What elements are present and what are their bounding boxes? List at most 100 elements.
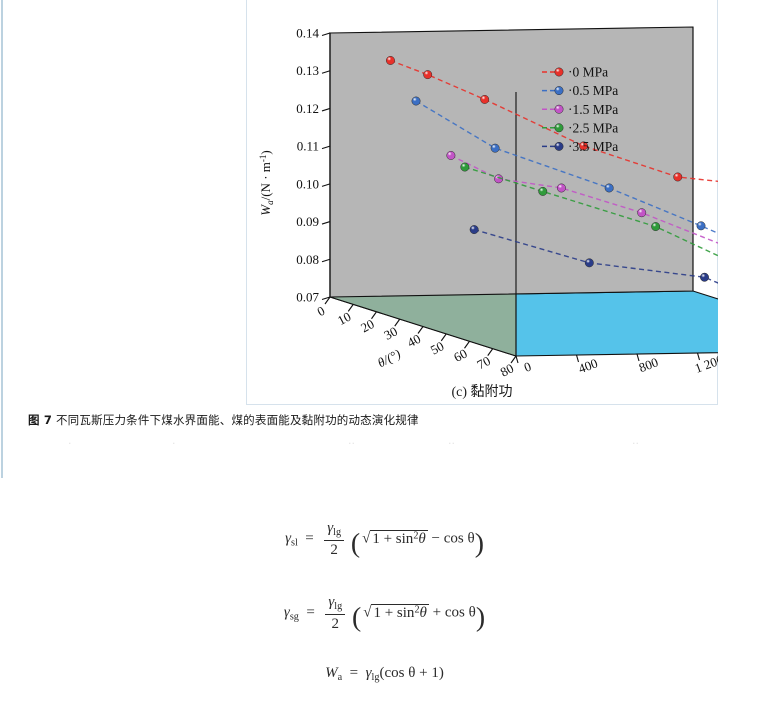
z-tick bbox=[321, 70, 331, 74]
formula-2-radicand-var: θ bbox=[419, 604, 427, 621]
data-point bbox=[460, 162, 470, 172]
formula-2-radical: √ 1 + sin2θ bbox=[363, 603, 429, 621]
data-point bbox=[494, 174, 504, 184]
ghost-mark-4: ·· bbox=[448, 437, 455, 450]
formula-work-adhesion: Wa = γlg(cos θ + 1) bbox=[0, 665, 769, 683]
data-point bbox=[673, 172, 683, 182]
formula-1-lhs-symbol: γ bbox=[285, 530, 291, 547]
x-tick-label: 60 bbox=[451, 346, 470, 365]
z-tick bbox=[321, 221, 331, 225]
formula-3-equals: = bbox=[345, 665, 362, 681]
series-line bbox=[415, 100, 718, 235]
data-point bbox=[604, 183, 614, 193]
z-tick-label: 0.13 bbox=[296, 63, 319, 78]
z-tick bbox=[321, 258, 331, 263]
z-tick bbox=[321, 32, 331, 37]
legend-marker bbox=[554, 104, 564, 114]
formula-1-paren-open: ( bbox=[350, 527, 361, 559]
formula-2-lhs-sub: sg bbox=[289, 611, 299, 623]
z-axis-title: Wa/(N · m-1) bbox=[258, 150, 275, 215]
x-tick bbox=[371, 311, 377, 320]
y-tick bbox=[515, 355, 519, 364]
formula-2-paren-open: ( bbox=[351, 601, 362, 633]
data-point bbox=[423, 70, 433, 80]
formula-2-lhs-symbol: γ bbox=[283, 604, 290, 621]
z-tick bbox=[321, 107, 331, 112]
formula-1-lhs-sub: sl bbox=[290, 537, 298, 549]
ghost-mark-1: · bbox=[68, 437, 72, 450]
y-tick bbox=[636, 353, 640, 362]
x-tick bbox=[324, 296, 331, 305]
ghost-mark-3: ·· bbox=[348, 437, 355, 450]
data-point bbox=[469, 225, 479, 235]
z-tick bbox=[321, 183, 331, 187]
ghost-mark-2: · bbox=[172, 437, 176, 450]
chart-legend: ·0 MPa ·0.5 MPa ·1.5 MPa ·2.5 MPa ·3.5 MPa bbox=[542, 65, 618, 154]
panel-c-caption: (c) 黏附功 bbox=[451, 385, 513, 400]
formula-3-lhs-symbol: W bbox=[325, 665, 338, 681]
formula-2-radicand: 1 + sin bbox=[373, 604, 415, 621]
z-tick-label: 0.07 bbox=[296, 290, 319, 305]
x-tick-label: 10 bbox=[335, 309, 354, 328]
legend-marker bbox=[554, 67, 564, 77]
series-3_5_MPa bbox=[469, 225, 718, 284]
formula-2-equals: = bbox=[302, 604, 319, 621]
chart-right-wall bbox=[329, 26, 694, 298]
x-tick bbox=[394, 318, 401, 327]
formula-2-num-sub: lg bbox=[334, 600, 343, 612]
formula-1-num-sub: lg bbox=[333, 526, 342, 538]
data-point bbox=[637, 208, 647, 218]
formula-2-paren-close: ) bbox=[475, 601, 486, 633]
x-tick-label: 20 bbox=[358, 316, 377, 335]
y-tick-label: 400 bbox=[576, 355, 599, 376]
formula-gamma-sl: γsl = γlg 2 (√ 1 + sin2θ − cos θ) bbox=[0, 519, 769, 559]
x-tick bbox=[440, 333, 447, 342]
x-tick-label: 30 bbox=[381, 323, 400, 342]
legend-marker bbox=[554, 141, 564, 151]
x-tick-label: 40 bbox=[405, 331, 424, 350]
data-point bbox=[446, 151, 456, 160]
data-point bbox=[480, 94, 490, 104]
x-tick-label: 70 bbox=[474, 353, 493, 372]
figure-number: 图 7 bbox=[28, 413, 53, 427]
formula-2-trailing: cos θ bbox=[444, 604, 476, 621]
series-1_5_MPa bbox=[446, 151, 718, 244]
data-point bbox=[579, 141, 588, 151]
formula-1-num-symbol: γ bbox=[327, 520, 334, 536]
adhesion-work-3d-chart: 0.07 0.08 0.09 0.10 0.11 0.12 0.13 0.14 0 10 20 30 4… bbox=[246, 8, 718, 380]
formula-2-denominator: 2 bbox=[331, 615, 340, 632]
data-point bbox=[651, 222, 661, 232]
formula-1-trailing: cos θ bbox=[443, 530, 475, 547]
series-0_5_MPa bbox=[411, 96, 718, 235]
data-point bbox=[700, 272, 709, 282]
data-point bbox=[556, 183, 566, 193]
x-tick bbox=[487, 348, 494, 356]
svg-text:Wa/(N · m-1): Wa/(N · m-1) bbox=[258, 150, 275, 215]
x-tick bbox=[464, 340, 470, 349]
data-point bbox=[538, 186, 548, 196]
legend-marker bbox=[554, 123, 564, 133]
z-tick bbox=[321, 145, 331, 150]
y-tick-label: 800 bbox=[637, 354, 660, 375]
z-tick-label: 0.09 bbox=[296, 214, 319, 229]
svg-text:θ/(°): θ/(°) bbox=[375, 346, 403, 370]
formula-2-fraction: γlg 2 bbox=[325, 593, 346, 633]
legend-label: ·0 MPa bbox=[568, 65, 608, 80]
z-tick-label: 0.14 bbox=[296, 26, 319, 41]
series-2_5_MPa bbox=[460, 162, 718, 257]
x-axis-title: θ/(°) bbox=[375, 346, 403, 370]
z-tick-label: 0.12 bbox=[296, 101, 319, 116]
legend-marker bbox=[554, 86, 564, 96]
z-tick-label: 0.08 bbox=[296, 252, 319, 267]
page-left-rule bbox=[1, 0, 3, 478]
formula-1-radicand-exp: 2 bbox=[413, 530, 419, 542]
formula-1-denominator: 2 bbox=[330, 541, 338, 558]
formula-1-radical: √ 1 + sin2θ bbox=[362, 529, 428, 547]
z-tick bbox=[321, 296, 331, 301]
data-point bbox=[696, 221, 706, 231]
formula-3-rhs-body: (cos θ + 1) bbox=[379, 665, 444, 681]
formula-gamma-sg: γsg = γlg 2 (√ 1 + sin2θ + cos θ) bbox=[0, 593, 769, 633]
formula-1-operator: − bbox=[431, 530, 440, 547]
data-point bbox=[386, 56, 395, 65]
series-0_MPa bbox=[386, 56, 718, 183]
